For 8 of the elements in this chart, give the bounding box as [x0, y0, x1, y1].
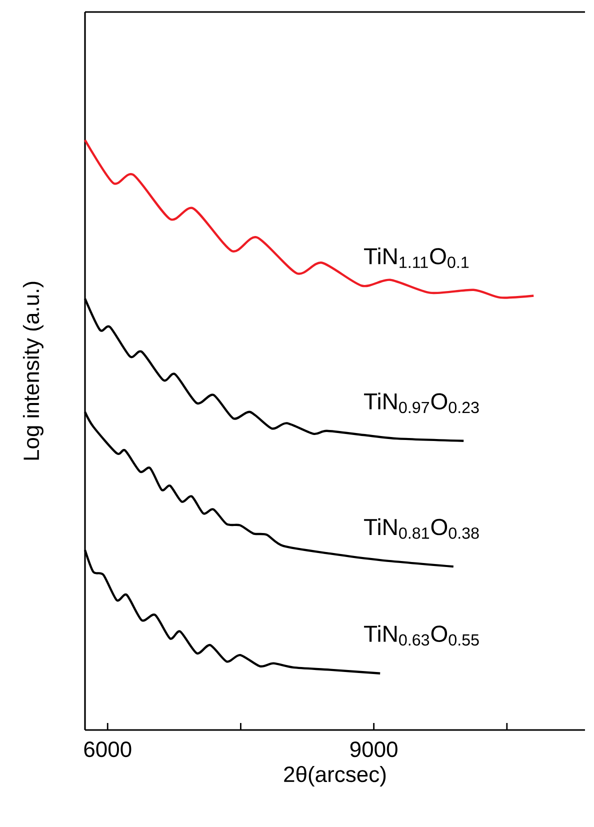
x-tick-label: 6000	[84, 742, 132, 758]
x-tick-label: 9000	[350, 742, 398, 758]
series-label: TiN$_{0.63}$O$_{0.55}$	[364, 625, 479, 646]
series-label: TiN$_{0.97}$O$_{0.23}$	[364, 392, 479, 414]
series-label: TiN$_{1.11}$O$_{0.1}$	[364, 247, 469, 268]
series-label: TiN$_{0.81}$O$_{0.38}$	[364, 518, 479, 539]
y-axis-title: Log intensity (a.u.)	[22, 282, 44, 460]
x-axis-title: 2θ(arcsec)	[284, 766, 386, 786]
